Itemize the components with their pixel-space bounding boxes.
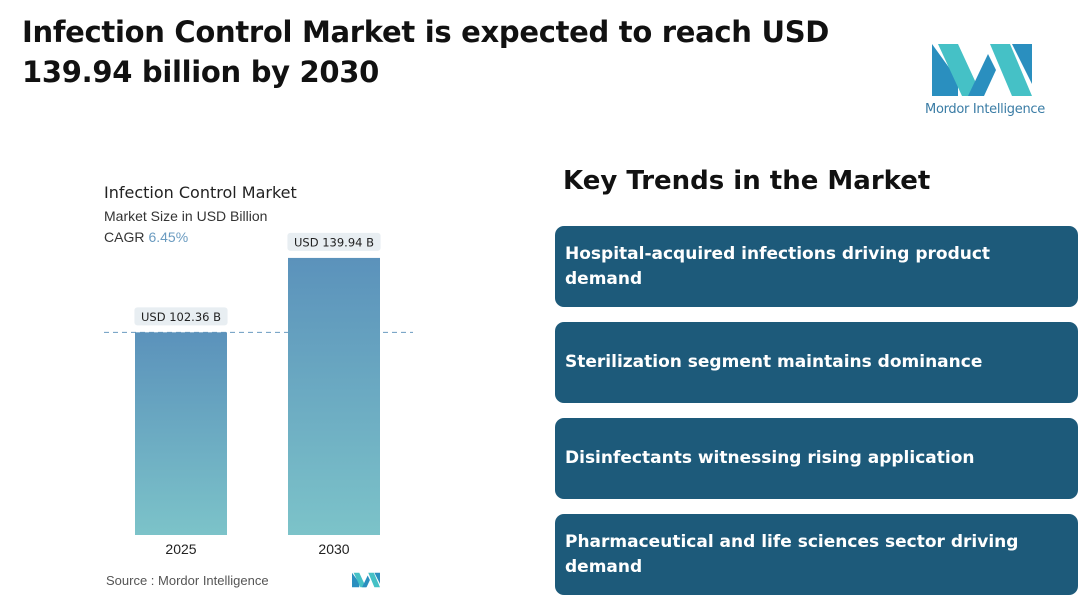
chart-subtitle: Market Size in USD Billion <box>104 208 268 224</box>
x-tick-label: 2030 <box>318 541 349 557</box>
chart-header: Infection Control Market Market Size in … <box>104 183 297 245</box>
trend-card: Pharmaceutical and life sciences sector … <box>555 514 1078 595</box>
data-label: USD 102.36 B <box>141 310 221 324</box>
x-tick-label: 2025 <box>165 541 196 557</box>
trend-text: Hospital-acquired infections driving pro… <box>565 243 991 289</box>
bar-chart: USD 102.36 B 2025 USD 139.94 B 2030 <box>104 232 413 557</box>
trend-card: Disinfectants witnessing rising applicat… <box>555 418 1078 499</box>
chart-title: Infection Control Market <box>104 183 297 202</box>
data-label: USD 139.94 B <box>294 235 374 249</box>
trend-text: Sterilization segment maintains dominanc… <box>565 352 983 372</box>
cagr-label: CAGR <box>104 229 145 245</box>
chart-cagr: CAGR 6.45% <box>104 229 297 245</box>
data-label-bg <box>134 307 228 326</box>
chart-source: Source : Mordor Intelligence <box>106 573 269 588</box>
bar <box>135 332 227 535</box>
trend-card: Hospital-acquired infections driving pro… <box>555 226 1078 307</box>
data-label-bg <box>287 232 381 251</box>
mordor-mini-logo-icon <box>352 572 380 588</box>
trend-text: Disinfectants witnessing rising applicat… <box>565 448 975 468</box>
mordor-logo-mark-icon <box>932 44 1032 96</box>
bar <box>288 257 380 535</box>
trend-text: Pharmaceutical and life sciences sector … <box>565 531 1019 577</box>
page-headline: Infection Control Market is expected to … <box>22 15 830 89</box>
cagr-value: 6.45% <box>148 229 189 245</box>
trend-card: Sterilization segment maintains dominanc… <box>555 322 1078 403</box>
key-trends-title: Key Trends in the Market <box>563 166 931 196</box>
mordor-intelligence-logo: Mordor Intelligence <box>920 44 1050 124</box>
brand-name: Mordor Intelligence <box>925 102 1045 117</box>
